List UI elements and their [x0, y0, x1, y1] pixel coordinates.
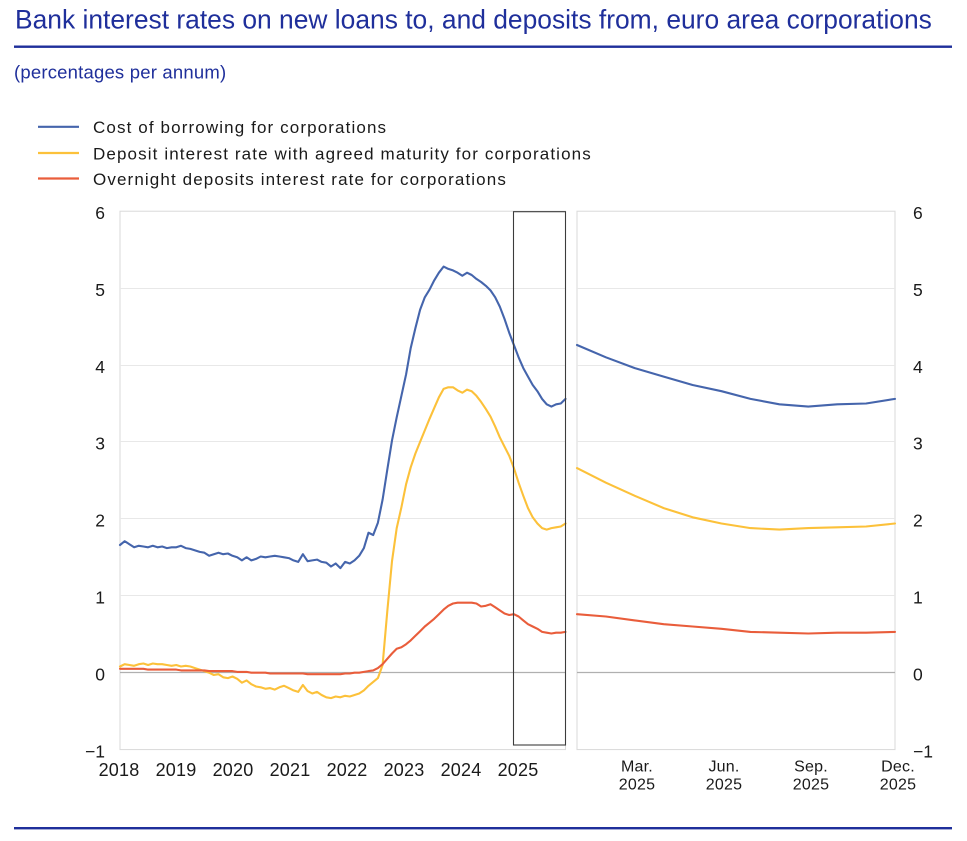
svg-text:Overnight deposits interest ra: Overnight deposits interest rate for cor… — [93, 170, 507, 189]
svg-text:2025: 2025 — [793, 777, 829, 794]
svg-text:Cost of borrowing for corporat: Cost of borrowing for corporations — [93, 118, 387, 137]
svg-text:2025: 2025 — [880, 777, 916, 794]
svg-text:0: 0 — [913, 665, 923, 685]
svg-text:2023: 2023 — [384, 760, 425, 780]
svg-text:2025: 2025 — [619, 777, 655, 794]
svg-text:2: 2 — [95, 511, 105, 531]
svg-text:2020: 2020 — [213, 760, 254, 780]
svg-text:Deposit interest rate with agr: Deposit interest rate with agreed maturi… — [93, 144, 592, 163]
svg-text:5: 5 — [95, 280, 105, 300]
svg-text:1: 1 — [95, 588, 105, 608]
svg-text:4: 4 — [95, 357, 105, 377]
svg-text:2: 2 — [913, 511, 923, 531]
svg-text:Jun.: Jun. — [708, 759, 739, 776]
svg-text:2019: 2019 — [156, 760, 197, 780]
svg-text:−1: −1 — [913, 741, 933, 761]
svg-text:2024: 2024 — [441, 760, 482, 780]
svg-text:3: 3 — [95, 434, 105, 454]
svg-text:(percentages per annum): (percentages per annum) — [14, 61, 226, 82]
svg-text:5: 5 — [913, 280, 923, 300]
svg-text:6: 6 — [913, 203, 923, 223]
svg-text:6: 6 — [95, 203, 105, 223]
svg-text:2021: 2021 — [270, 760, 311, 780]
svg-text:−1: −1 — [85, 741, 105, 761]
svg-text:2018: 2018 — [99, 760, 140, 780]
svg-text:Bank interest rates on new loa: Bank interest rates on new loans to, and… — [15, 5, 932, 35]
svg-text:2022: 2022 — [327, 760, 368, 780]
svg-text:4: 4 — [913, 357, 923, 377]
svg-text:3: 3 — [913, 434, 923, 454]
svg-text:Mar.: Mar. — [621, 759, 653, 776]
svg-text:1: 1 — [913, 588, 923, 608]
svg-text:2025: 2025 — [498, 760, 539, 780]
svg-text:Sep.: Sep. — [794, 759, 828, 776]
svg-text:0: 0 — [95, 665, 105, 685]
svg-text:Dec.: Dec. — [881, 759, 915, 776]
svg-text:2025: 2025 — [706, 777, 742, 794]
